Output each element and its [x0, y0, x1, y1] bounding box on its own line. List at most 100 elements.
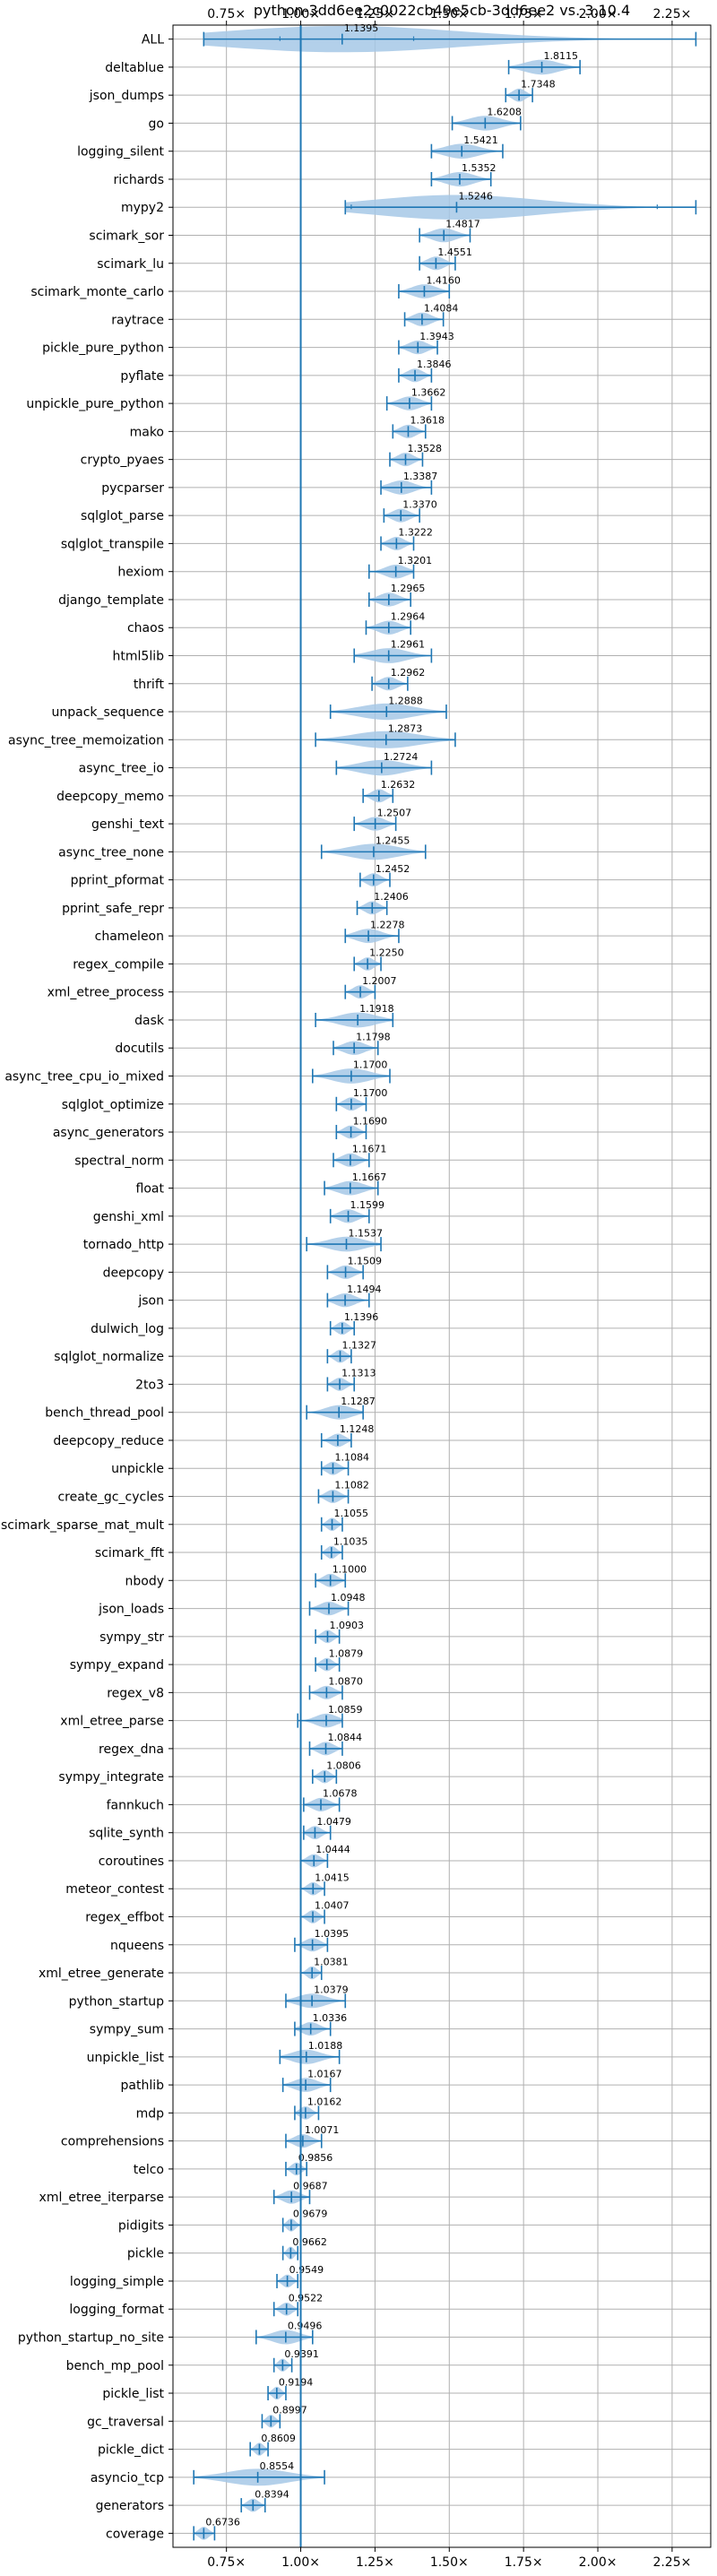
y-tick-label: float	[136, 1182, 165, 1197]
median-value-label: 1.5352	[462, 162, 497, 174]
violin-python_startup_no_site: 0.9496	[255, 2321, 322, 2345]
x-tick-label-top: 1.00×	[281, 7, 320, 22]
median-value-label: 1.0844	[328, 1732, 363, 1743]
median-value-label: 1.1082	[334, 1480, 369, 1491]
y-tick-label: crypto_pyaes	[81, 454, 164, 468]
median-value-label: 1.6208	[487, 107, 522, 118]
violin-2to3: 1.1313	[326, 1368, 376, 1392]
y-tick-label: scimark_fft	[95, 1546, 165, 1560]
violin-regex_compile: 1.2250	[353, 947, 404, 972]
violin-float: 1.1667	[324, 1171, 386, 1196]
violin-logging_format: 0.9522	[272, 2292, 323, 2317]
median-value-label: 1.1000	[333, 1564, 367, 1576]
violin-genshi_text: 1.2507	[353, 807, 411, 832]
y-tick-label: telco	[134, 2163, 164, 2177]
median-value-label: 1.2406	[374, 891, 409, 903]
median-value-label: 1.4817	[445, 219, 480, 230]
median-value-label: 1.1599	[350, 1199, 385, 1211]
y-tick-label: pycparser	[101, 481, 164, 496]
median-value-label: 0.8394	[255, 2488, 289, 2500]
violin-logging_simple: 0.9549	[276, 2264, 324, 2288]
median-value-label: 1.2964	[391, 610, 426, 622]
y-tick-label: sympy_sum	[90, 2023, 164, 2037]
median-value-label: 1.1494	[347, 1284, 382, 1295]
median-value-label: 1.2888	[388, 695, 423, 706]
y-tick-label: json	[137, 1294, 164, 1309]
median-value-label: 1.0162	[307, 2096, 342, 2108]
median-value-label: 1.0336	[313, 2012, 348, 2024]
y-tick-label: nbody	[125, 1574, 165, 1588]
median-value-label: 1.1667	[352, 1171, 387, 1183]
x-tick-label-top: 0.75×	[207, 7, 246, 22]
median-value-label: 1.0379	[314, 1984, 349, 1996]
median-value-label: 0.9662	[292, 2236, 327, 2248]
violin-async_tree_io: 1.2724	[335, 751, 433, 776]
violin-unpack_sequence: 1.2888	[329, 695, 447, 721]
median-value-label: 1.2962	[391, 667, 426, 679]
y-tick-label: unpickle	[111, 1462, 164, 1476]
y-tick-label: spectral_norm	[74, 1154, 164, 1168]
y-tick-label: deepcopy_memo	[56, 790, 164, 804]
x-tick-label-bottom: 2.25×	[652, 2555, 691, 2570]
violin-regex_dna: 1.0844	[308, 1732, 363, 1756]
violin-xml_etree_process: 1.2007	[344, 975, 397, 999]
y-tick-label: raytrace	[111, 313, 164, 327]
median-value-label: 0.9679	[293, 2209, 328, 2220]
y-tick-label: regex_v8	[107, 1686, 164, 1700]
y-tick-label: coroutines	[99, 1854, 164, 1869]
y-tick-label: async_tree_cpu_io_mixed	[4, 1070, 164, 1085]
median-value-label: 1.1327	[342, 1339, 377, 1351]
violin-sqlite_synth: 1.0479	[303, 1816, 351, 1840]
x-tick-label-top: 2.25×	[652, 7, 691, 22]
violin-crypto_pyaes: 1.3528	[389, 443, 442, 467]
y-tick-label: pprint_pformat	[71, 874, 165, 888]
median-value-label: 1.0071	[305, 2124, 340, 2136]
violin-chaos: 1.2964	[365, 610, 426, 635]
median-value-label: 1.2961	[391, 639, 426, 651]
y-tick-label: bench_thread_pool	[45, 1406, 164, 1421]
y-tick-label: bench_mp_pool	[66, 2359, 164, 2373]
y-tick-label: tornado_http	[83, 1238, 164, 1252]
y-tick-label: dulwich_log	[91, 1322, 164, 1336]
median-value-label: 1.2452	[376, 863, 410, 875]
median-value-label: 1.1700	[353, 1059, 388, 1071]
violin-hexiom: 1.3201	[367, 555, 432, 579]
y-tick-label: django_template	[58, 593, 164, 608]
y-tick-label: async_tree_memoization	[8, 733, 164, 748]
y-tick-label: pprint_safe_repr	[62, 902, 164, 916]
x-tick-label-top: 2.00×	[579, 7, 618, 22]
median-value-label: 1.5421	[463, 134, 498, 146]
median-value-label: 0.6736	[205, 2517, 239, 2528]
violin-asyncio_tcp: 0.8554	[193, 2460, 325, 2486]
violin-scimark_sor: 1.4817	[419, 219, 480, 243]
y-tick-label: xml_etree_process	[48, 986, 164, 1000]
violin-logging_silent: 1.5421	[430, 134, 504, 159]
violin-pickle_pure_python: 1.3943	[398, 331, 454, 355]
violin-pathlib: 1.0167	[281, 2068, 342, 2093]
x-tick-label-bottom: 2.00×	[579, 2555, 618, 2570]
median-value-label: 1.1084	[334, 1451, 369, 1463]
y-tick-label: unpickle_pure_python	[26, 397, 164, 411]
x-tick-label-top: 1.25×	[356, 7, 394, 22]
violin-unpickle: 1.1084	[320, 1451, 369, 1476]
violin-dulwich_log: 1.1396	[329, 1311, 378, 1336]
median-value-label: 1.1509	[348, 1256, 383, 1267]
violin-deepcopy: 1.1509	[326, 1256, 383, 1280]
median-value-label: 1.1537	[348, 1227, 383, 1239]
y-tick-label: sqlglot_optimize	[62, 1098, 164, 1112]
median-value-label: 1.3370	[402, 498, 437, 510]
median-value-label: 1.4551	[437, 246, 472, 258]
y-tick-label: logging_silent	[77, 145, 164, 160]
violin-deepcopy_reduce: 1.1248	[320, 1423, 374, 1448]
median-value-label: 1.1035	[333, 1535, 368, 1547]
violin-scimark_sparse_mat_mult: 1.1055	[320, 1508, 368, 1532]
violin-django_template: 1.2965	[367, 583, 425, 607]
y-tick-label: thrift	[134, 678, 165, 692]
median-value-label: 1.0879	[329, 1647, 364, 1659]
violin-docutils: 1.1798	[333, 1031, 391, 1056]
y-tick-label: deltablue	[105, 61, 164, 75]
median-value-label: 1.3618	[410, 415, 445, 427]
